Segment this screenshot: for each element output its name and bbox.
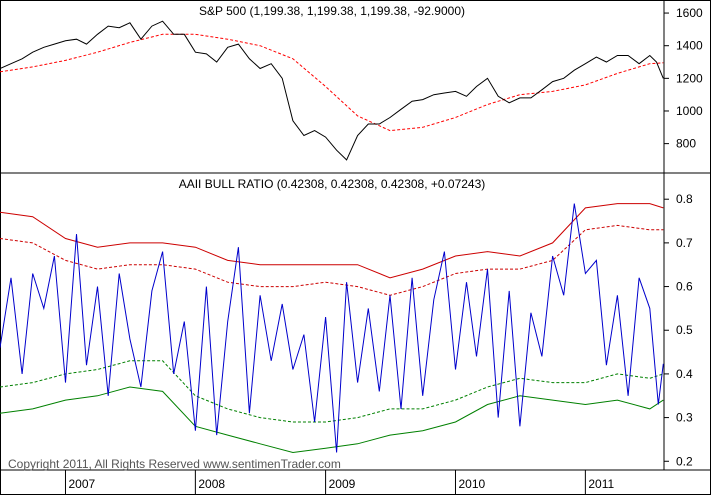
- panel-title: S&P 500 (1,199.38, 1,199.38, 1,199.38, -…: [199, 4, 465, 18]
- y-tick-label: 0.2: [676, 454, 693, 468]
- series-line-upper-band-inner: [0, 224, 664, 296]
- y-tick-label: 0.3: [676, 411, 693, 425]
- y-tick-label: 1400: [676, 39, 703, 53]
- series-line-price: [0, 20, 664, 161]
- copyright-note: Copyright 2011, All Rights Reserved www.…: [8, 457, 341, 471]
- y-tick-label: 0.7: [676, 236, 693, 250]
- series-line-ratio: [0, 203, 664, 453]
- series-line-lower-band-inner: [0, 360, 664, 423]
- bull-ratio-panel: AAII BULL RATIO (0.42308, 0.42308, 0.423…: [0, 177, 693, 468]
- x-tick-label: 2008: [198, 477, 225, 491]
- y-tick-label: 1000: [676, 104, 703, 118]
- series-line-upper-band-outer: [0, 203, 664, 279]
- x-axis: 2007 2008 2009 2010 2011: [64, 470, 614, 494]
- y-tick-label: 800: [676, 137, 696, 151]
- x-tick-label: 2007: [68, 477, 95, 491]
- sp500-panel: S&P 500 (1,199.38, 1,199.38, 1,199.38, -…: [0, 4, 703, 161]
- panel-title: AAII BULL RATIO (0.42308, 0.42308, 0.423…: [179, 177, 486, 191]
- x-tick-label: 2009: [329, 477, 356, 491]
- y-tick-label: 1600: [676, 6, 703, 20]
- y-tick-label: 0.5: [676, 323, 693, 337]
- x-tick-label: 2010: [458, 477, 485, 491]
- y-tick-label: 0.4: [676, 367, 693, 381]
- series-line-lower-band-outer: [0, 386, 664, 454]
- y-tick-label: 0.8: [676, 192, 693, 206]
- y-tick-label: 0.6: [676, 280, 693, 294]
- series-line-moving-average: [0, 33, 664, 132]
- y-tick-label: 1200: [676, 71, 703, 85]
- x-tick-label: 2011: [588, 477, 614, 491]
